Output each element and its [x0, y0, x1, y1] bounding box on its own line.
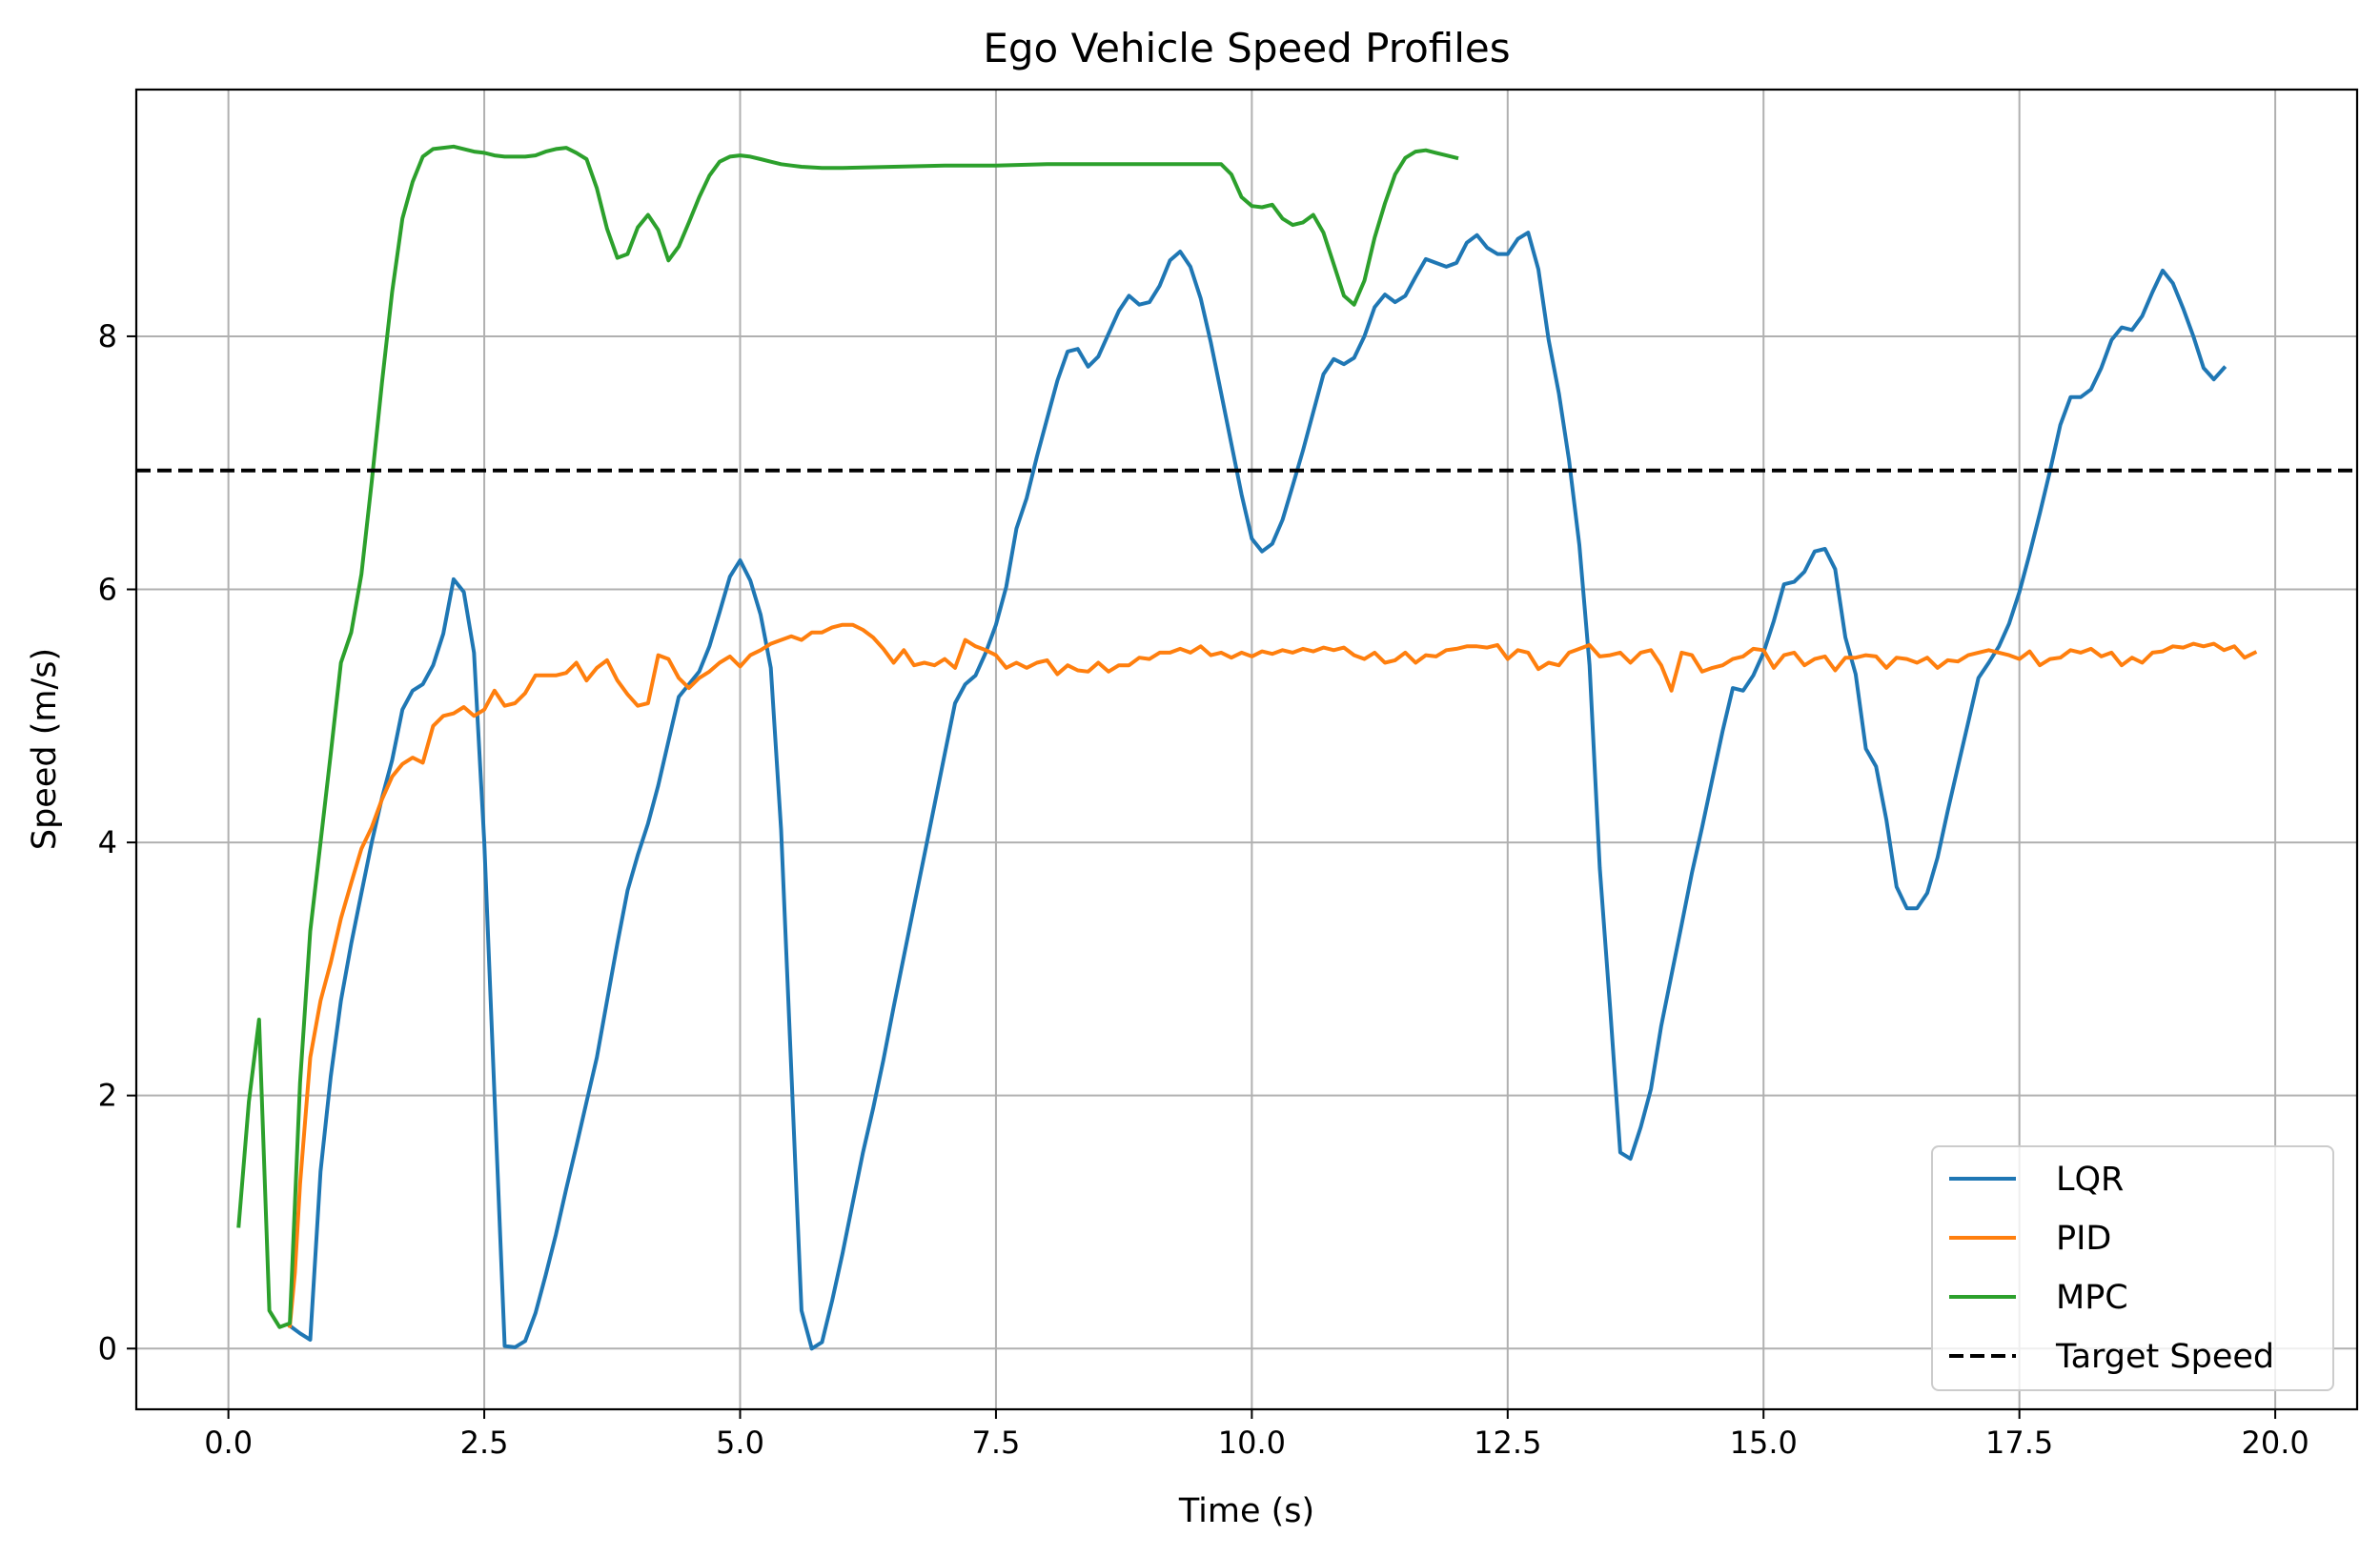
x-tick-label: 2.5: [460, 1425, 509, 1461]
x-tick-label: 10.0: [1218, 1425, 1286, 1461]
x-tick-label: 15.0: [1730, 1425, 1798, 1461]
y-tick-label: 0: [98, 1330, 117, 1366]
legend-label-mpc: MPC: [2056, 1279, 2128, 1317]
y-tick-label: 8: [98, 318, 117, 354]
series-layer: [136, 144, 2357, 1351]
plot-frame: [134, 88, 2359, 1411]
y-tick-label: 4: [98, 824, 117, 860]
legend-label-target-speed: Target Speed: [2055, 1338, 2274, 1376]
x-tick-label: 0.0: [204, 1425, 253, 1461]
x-tick-label: 12.5: [1474, 1425, 1541, 1461]
mpc-line: [236, 144, 1459, 1329]
x-axis-label: Time (s): [1178, 1492, 1314, 1530]
chart-title: Ego Vehicle Speed Profiles: [983, 25, 1510, 71]
legend: LQR PID MPC Target Speed: [1931, 1145, 2334, 1391]
legend-box: [1931, 1145, 2334, 1391]
pid-line: [287, 622, 2258, 1328]
x-tick-label: 7.5: [971, 1425, 1020, 1461]
x-tick-label: 20.0: [2241, 1425, 2309, 1461]
y-axis-label: Speed (m/s): [26, 648, 64, 850]
axis-ticks: 0.0 2.5 5.0 7.5 10.0 12.5 15.0 17.5 20.0 0 2 4 6 8: [98, 318, 2309, 1461]
legend-label-lqr: LQR: [2056, 1161, 2124, 1199]
x-tick-label: 5.0: [716, 1425, 764, 1461]
y-tick-label: 2: [98, 1078, 117, 1114]
x-tick-label: 17.5: [1985, 1425, 2053, 1461]
legend-label-pid: PID: [2056, 1220, 2111, 1258]
y-tick-label: 6: [98, 572, 117, 608]
lqr-line: [287, 231, 2227, 1351]
